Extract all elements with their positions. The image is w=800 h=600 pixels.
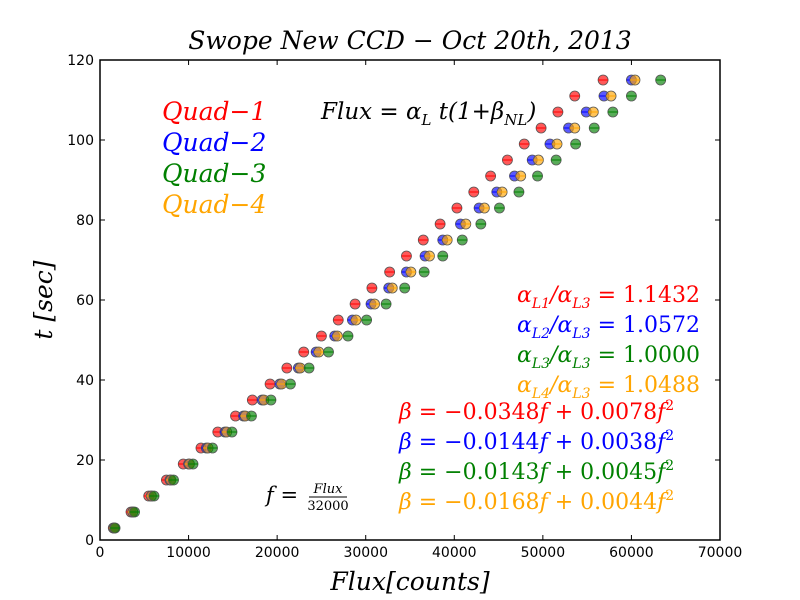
alpha-ratio-text: αL1/αL3 = 1.1432 (517, 283, 700, 312)
alpha-ratio-text: αL2/αL3 = 1.0572 (517, 313, 700, 342)
beta-text: β = −0.0348f + 0.0078f2 (398, 398, 674, 425)
x-tick-label: 30000 (343, 545, 388, 561)
f-numerator: Flux (313, 482, 344, 497)
beta-annotations: β = −0.0348f + 0.0078f2 β = −0.0144f + 0.… (398, 398, 674, 515)
model-equation: Flux = αL t(1+βNL) (320, 99, 536, 129)
y-tick-label: 0 (85, 533, 94, 549)
x-tick-label: 50000 (521, 545, 566, 561)
f-definition: f = Flux 32000 (264, 482, 349, 514)
legend-entry: Quad−3 (162, 159, 266, 188)
y-tick-label: 20 (76, 453, 94, 469)
legend-entry: Quad−1 (162, 97, 266, 126)
x-tick-label: 70000 (698, 545, 743, 561)
y-axis-ticks: 0 20 40 60 80 100 120 (67, 53, 720, 549)
x-tick-label: 40000 (432, 545, 477, 561)
series-quad-3 (109, 74, 667, 534)
x-tick-label: 10000 (166, 545, 211, 561)
y-axis-label: t [sec] (29, 260, 58, 339)
y-tick-label: 100 (67, 133, 94, 149)
beta-text: β = −0.0143f + 0.0045f2 (398, 458, 674, 485)
x-tick-label: 60000 (609, 545, 654, 561)
alpha-ratio-text: αL3/αL3 = 1.0000 (517, 343, 700, 372)
chart-title: Swope New CCD − Oct 20th, 2013 (188, 26, 631, 55)
x-tick-label: 0 (96, 545, 105, 561)
beta-text: β = −0.0168f + 0.0044f2 (398, 488, 674, 515)
f-denominator: 32000 (307, 499, 348, 514)
y-tick-label: 40 (76, 373, 94, 389)
beta-text: β = −0.0144f + 0.0038f2 (398, 428, 674, 455)
y-tick-label: 120 (67, 53, 94, 69)
y-tick-label: 80 (76, 213, 94, 229)
alpha-ratio-text: αL4/αL3 = 1.0488 (517, 373, 700, 402)
legend-entry: Quad−4 (162, 190, 266, 219)
model-equation-text: Flux = αL t(1+βNL) (320, 99, 536, 129)
x-tick-label: 20000 (255, 545, 300, 561)
scatter-points (107, 74, 667, 534)
x-axis-ticks: 0 10000 20000 30000 40000 50000 60000 70000 (96, 60, 743, 561)
y-tick-label: 60 (76, 293, 94, 309)
legend-entry: Quad−2 (162, 128, 266, 157)
x-axis-label: Flux[counts] (329, 567, 489, 596)
f-lhs: f = (264, 483, 298, 507)
